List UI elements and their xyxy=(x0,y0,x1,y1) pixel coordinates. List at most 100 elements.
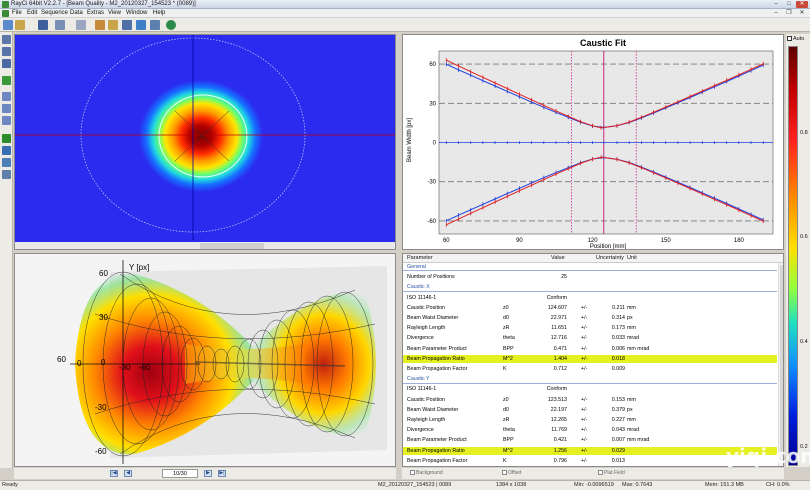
previous-frame-button[interactable]: ◀ xyxy=(124,470,132,477)
section-header[interactable]: Caustic X xyxy=(403,283,777,292)
beam-3d-view[interactable]: Y [px] 60 30 0 -30 -60 60 0 -30 -60 xyxy=(14,253,396,467)
close-button[interactable]: ✕ xyxy=(796,1,808,8)
cell: 0.029 xyxy=(611,447,625,454)
menu-help[interactable]: Help xyxy=(153,10,166,16)
save-icon[interactable] xyxy=(38,20,48,30)
zoom-in-icon[interactable] xyxy=(2,92,11,101)
cell: 0.043 xyxy=(611,427,625,434)
cell: Beam Propagation Factor xyxy=(407,366,468,372)
beam-icon[interactable] xyxy=(2,134,11,143)
section-header[interactable]: General xyxy=(403,263,777,272)
cell: 0.211 xyxy=(612,304,625,311)
doc-minimize-button[interactable]: – xyxy=(774,10,778,16)
table-row: Caustic Position z0 124.607 +/- 0.211 mm xyxy=(403,304,777,312)
last-frame-button[interactable]: ▶| xyxy=(218,470,226,477)
menu-window[interactable]: Window xyxy=(126,10,148,16)
status-file: M2_20120327_154523 | 0089 xyxy=(378,482,452,488)
axis-line xyxy=(174,110,230,162)
window-title: RayCi 64bit V2.2.7 - [Beam Quality - M2_… xyxy=(11,1,196,7)
next-frame-button[interactable]: ▶ xyxy=(204,470,212,477)
cell: Rayleigh Length xyxy=(407,417,446,423)
maximize-button[interactable]: □ xyxy=(787,1,791,7)
cell: theta xyxy=(503,427,515,434)
minimize-button[interactable]: – xyxy=(774,1,778,7)
y-tick-label: -30 xyxy=(427,180,436,186)
flat-field-option[interactable]: Plat.Field xyxy=(598,470,625,476)
menu-edit[interactable]: Edit xyxy=(27,10,38,16)
first-frame-button[interactable]: |◀ xyxy=(110,470,118,477)
cell: mrad xyxy=(627,335,640,342)
window-icon[interactable] xyxy=(2,35,11,44)
header-parameter: Parameter xyxy=(407,255,433,261)
x-tick-0: 0 xyxy=(77,359,82,368)
cell: Conform xyxy=(546,294,567,301)
cell: mm mrad xyxy=(627,345,650,352)
export-icon[interactable] xyxy=(136,20,146,30)
cell: 0.009 xyxy=(611,366,625,372)
doc-close-button[interactable]: ✕ xyxy=(799,10,805,16)
cell: ISO 11146-1 xyxy=(407,294,437,301)
frame-counter[interactable]: 10/30 xyxy=(162,469,198,478)
undo-icon[interactable] xyxy=(55,20,65,30)
folder-icon[interactable] xyxy=(108,20,118,30)
menu-view[interactable]: View xyxy=(108,10,121,16)
table-row: Beam Propagation Factor K 0.796 +/- 0.013 xyxy=(403,457,777,465)
header-unit: Unit xyxy=(627,255,637,261)
table-row: Beam Parameter Product BPP 0.471 +/- 0.006 mm… xyxy=(403,345,777,353)
background-option[interactable]: Background xyxy=(410,470,443,476)
doc-restore-button[interactable]: ❐ xyxy=(786,10,792,16)
print-icon[interactable] xyxy=(150,20,160,30)
beam-3d-svg: Y [px] 60 30 0 -30 -60 60 0 -30 -60 xyxy=(15,254,395,466)
cell: 0.013 xyxy=(611,457,625,464)
beam-2d-view[interactable] xyxy=(14,34,396,250)
cell: +/- xyxy=(581,457,588,464)
status-memory: Mem: 151.3 MB xyxy=(705,482,744,488)
x-tick-60: 60 xyxy=(57,355,66,364)
cell: 12.716 xyxy=(550,335,567,342)
app-icon xyxy=(2,1,9,8)
cell: Caustic Position xyxy=(407,396,445,403)
redo-icon[interactable] xyxy=(76,20,86,30)
grid-icon[interactable] xyxy=(2,59,11,68)
status-text: Ready xyxy=(2,482,18,488)
y-tick-label: -60 xyxy=(427,219,436,225)
y-axis-label: Beam Width [px] xyxy=(407,118,413,162)
cell: 22.197 xyxy=(550,406,567,413)
cell: 0.421 xyxy=(553,437,567,444)
cell: 0.471 xyxy=(553,345,567,352)
horizontal-scrollbar-thumb[interactable] xyxy=(200,243,264,250)
menu-data[interactable]: Data xyxy=(70,10,83,16)
table-row: Beam Waist Diameter d0 22.971 +/- 0.314 px xyxy=(403,314,777,322)
crosshair-icon[interactable] xyxy=(2,76,11,85)
menu-file[interactable]: File xyxy=(12,10,22,16)
report-icon[interactable] xyxy=(122,20,132,30)
camera-icon[interactable] xyxy=(95,20,105,30)
results-scrollbar[interactable] xyxy=(778,263,783,466)
cell: 0.314 xyxy=(611,315,625,321)
caustic-icon[interactable] xyxy=(2,158,11,167)
x-tick-label: 90 xyxy=(516,238,523,244)
auto-checkbox[interactable]: Auto xyxy=(787,36,804,42)
cell: Rayleigh Length xyxy=(407,325,446,332)
profile-icon[interactable] xyxy=(2,146,11,155)
x-tick-label: 180 xyxy=(734,238,745,244)
cell: 0.018 xyxy=(611,355,625,362)
layout-icon[interactable] xyxy=(2,47,11,56)
table-icon[interactable] xyxy=(2,170,11,179)
menu-sequence[interactable]: Sequence xyxy=(41,10,69,16)
new-icon[interactable] xyxy=(3,20,13,30)
cell: Caustic Y xyxy=(407,376,430,383)
help-icon[interactable] xyxy=(166,20,176,30)
section-header[interactable]: Caustic Y xyxy=(403,375,777,384)
cell: 1.404 xyxy=(553,355,567,362)
cell: z0 xyxy=(503,396,509,403)
menu-extras[interactable]: Extras xyxy=(87,10,105,16)
cell: px xyxy=(627,406,633,413)
beam-lobe-right xyxy=(245,292,376,436)
zoom-out-icon[interactable] xyxy=(2,104,11,113)
offset-option[interactable]: Offset xyxy=(502,470,521,476)
zoom-fit-icon[interactable] xyxy=(2,116,11,125)
cell: mm xyxy=(627,417,636,423)
open-folder-icon[interactable] xyxy=(15,20,25,30)
cell: 0.712 xyxy=(553,366,567,372)
